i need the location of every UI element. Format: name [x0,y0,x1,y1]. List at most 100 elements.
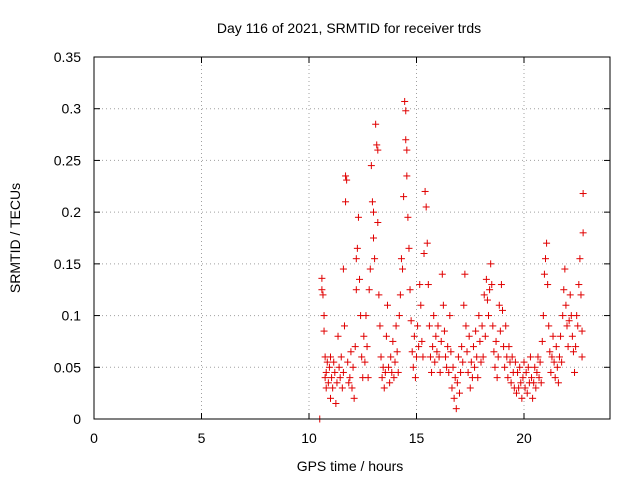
data-point [367,162,375,170]
data-point [346,374,354,382]
data-point [344,358,352,366]
data-point [388,368,396,376]
data-point [401,97,409,105]
data-point [576,255,584,263]
data-point [405,244,413,252]
data-point [370,208,377,216]
data-point [353,244,361,252]
data-points [316,97,587,423]
data-point [492,337,500,345]
data-point [327,394,334,402]
data-point [386,379,394,387]
data-point [562,301,570,309]
data-point [493,374,501,382]
data-point [553,363,561,371]
data-point [392,322,400,330]
data-point [361,358,369,366]
y-tick-label: 0.25 [54,152,81,168]
x-tick-labels: 0 5 10 15 20 [90,430,532,446]
data-point [389,337,397,345]
data-point [467,358,475,366]
y-tick-labels: 0 0.05 0.1 0.15 0.2 0.25 0.3 0.35 [54,49,81,427]
data-point [573,312,581,320]
data-point [385,363,393,371]
data-point [578,353,586,361]
data-point [540,270,548,278]
data-point [394,368,402,376]
data-point [508,353,516,361]
data-point [374,146,382,154]
data-point [438,270,446,278]
data-point [538,337,546,345]
data-point [368,198,376,206]
data-point [546,348,554,356]
data-point [404,213,412,221]
data-point [322,368,330,376]
data-point [399,265,407,273]
data-point [504,374,512,382]
data-point [524,363,532,371]
data-point [482,275,490,283]
data-point [371,255,379,263]
data-point [340,322,348,330]
data-point [397,255,405,263]
data-point [519,374,527,382]
data-point [329,384,337,392]
data-point [535,374,543,382]
data-point [440,327,448,335]
data-point [557,332,565,340]
data-point [564,343,572,351]
data-point [528,374,536,382]
data-point [324,379,332,387]
data-point [447,348,455,356]
data-point [542,255,549,263]
data-point [373,141,381,149]
data-point [460,301,468,309]
data-point [515,384,523,392]
data-point [443,363,451,371]
data-point [328,374,336,382]
data-point [534,353,542,361]
data-point [561,265,569,273]
data-point [430,312,438,320]
data-point [334,332,342,340]
x-axis-label: GPS time / hours [297,458,404,474]
data-point [459,358,467,366]
data-point [362,312,370,320]
data-point [437,337,445,345]
data-point [347,348,355,356]
data-point [319,291,327,299]
data-point [375,291,383,299]
data-point [518,394,526,402]
data-point [514,368,522,376]
data-point [526,353,534,361]
data-point [318,286,326,294]
data-point [360,332,368,340]
data-point [517,379,525,387]
data-point [496,327,504,335]
data-point [462,322,470,330]
data-point [325,363,333,371]
data-point [472,327,480,335]
data-point [449,363,457,371]
data-point [502,322,510,330]
data-point [403,146,411,154]
data-point [377,353,385,361]
data-point [560,286,568,294]
data-point [521,384,529,392]
data-point [374,218,382,226]
data-point [448,384,456,392]
data-point [370,234,377,242]
data-point [548,353,556,361]
y-tick-label: 0.15 [54,256,81,272]
data-point [402,107,410,115]
data-point [475,312,483,320]
data-point [419,353,427,361]
data-point [461,270,469,278]
data-point [478,322,486,330]
data-point [421,187,429,195]
data-point [464,368,472,376]
data-point [575,281,583,289]
data-point [529,394,537,402]
data-point [380,384,388,392]
